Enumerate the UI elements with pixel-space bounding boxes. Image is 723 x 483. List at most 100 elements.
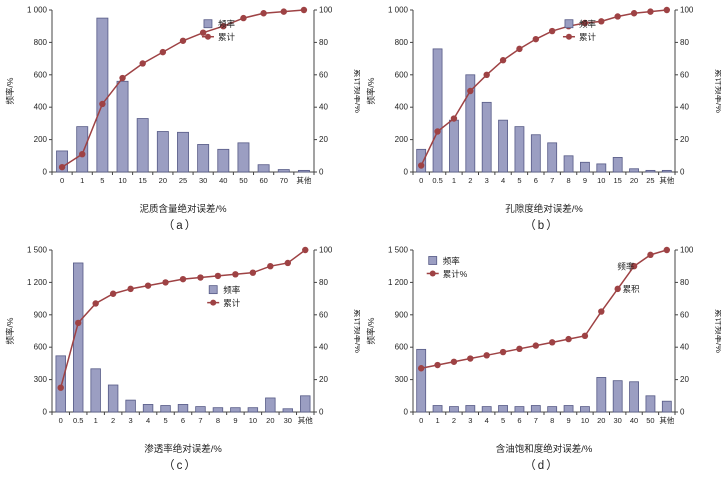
svg-text:0.5: 0.5 — [432, 176, 442, 185]
svg-text:6: 6 — [534, 176, 538, 185]
svg-text:1 200: 1 200 — [388, 278, 409, 287]
svg-text:400: 400 — [395, 103, 409, 112]
svg-text:8: 8 — [215, 416, 219, 425]
svg-text:0: 0 — [680, 408, 685, 417]
svg-text:1 000: 1 000 — [388, 6, 409, 15]
svg-text:渗透率绝对误差/%: 渗透率绝对误差/% — [144, 443, 222, 455]
svg-text:频率: 频率 — [579, 19, 597, 29]
svg-text:0.5: 0.5 — [72, 416, 82, 425]
svg-text:20: 20 — [630, 176, 638, 185]
svg-text:200: 200 — [33, 135, 47, 144]
svg-text:100: 100 — [319, 6, 333, 15]
svg-text:泥质含量绝对误差/%: 泥质含量绝对误差/% — [139, 203, 227, 215]
svg-text:5: 5 — [517, 176, 521, 185]
chart-a: 0 200 400 600 800 1 000 0 20 40 60 80 100 0 1 5 10 15 20 2… — [0, 2, 361, 242]
svg-text:4: 4 — [145, 416, 149, 425]
chart-d-canvas: 0 300 600 900 1 200 1 500 0 20 40 60 80 100 0 1 2 3 4 5 6 7… — [366, 246, 721, 456]
svg-text:80: 80 — [680, 278, 689, 287]
svg-text:40: 40 — [319, 343, 328, 352]
svg-text:70: 70 — [279, 176, 287, 185]
svg-text:频率: 频率 — [617, 261, 635, 271]
chart-c-caption: （c） — [163, 460, 198, 472]
svg-text:2: 2 — [111, 416, 115, 425]
svg-text:10: 10 — [597, 176, 605, 185]
svg-text:800: 800 — [395, 38, 409, 47]
svg-text:20: 20 — [158, 176, 166, 185]
svg-text:1: 1 — [93, 416, 97, 425]
chart-b-caption: （b） — [524, 220, 560, 232]
svg-text:20: 20 — [319, 375, 328, 384]
svg-text:0: 0 — [319, 408, 324, 417]
svg-text:40: 40 — [319, 103, 328, 112]
svg-text:1 500: 1 500 — [26, 246, 47, 255]
svg-text:0: 0 — [404, 408, 409, 417]
svg-text:0: 0 — [42, 408, 47, 417]
svg-text:600: 600 — [33, 343, 47, 352]
svg-text:200: 200 — [395, 135, 409, 144]
svg-text:0: 0 — [319, 168, 324, 177]
svg-text:300: 300 — [395, 375, 409, 384]
svg-text:600: 600 — [395, 70, 409, 79]
svg-text:累计频率/%: 累计频率/% — [714, 69, 721, 113]
svg-text:100: 100 — [319, 246, 333, 255]
svg-text:其他: 其他 — [297, 415, 312, 425]
svg-text:80: 80 — [680, 38, 689, 47]
svg-text:15: 15 — [138, 176, 146, 185]
svg-text:0: 0 — [59, 176, 63, 185]
svg-text:9: 9 — [233, 416, 237, 425]
svg-text:100: 100 — [680, 6, 694, 15]
svg-text:60: 60 — [680, 70, 689, 79]
svg-text:9: 9 — [566, 416, 570, 425]
chart-c-canvas: 0 300 600 900 1 200 1 500 0 20 40 60 80 100 0 0.5 1 2 3 4… — [5, 246, 360, 456]
svg-text:累计频率/%: 累计频率/% — [714, 309, 721, 353]
svg-text:累积: 累积 — [623, 284, 641, 294]
svg-text:6: 6 — [180, 416, 184, 425]
svg-text:累计%: 累计% — [443, 269, 468, 279]
chart-d: 0 300 600 900 1 200 1 500 0 20 40 60 80 100 0 1 2 3 4 5 6 7… — [361, 242, 723, 482]
svg-text:5: 5 — [501, 416, 505, 425]
svg-text:4: 4 — [485, 416, 489, 425]
svg-text:50: 50 — [239, 176, 247, 185]
svg-text:3: 3 — [485, 176, 489, 185]
svg-text:30: 30 — [283, 416, 291, 425]
svg-text:0: 0 — [58, 416, 62, 425]
svg-text:累计: 累计 — [579, 32, 597, 42]
svg-text:其他: 其他 — [659, 175, 674, 185]
svg-text:20: 20 — [680, 135, 689, 144]
svg-text:7: 7 — [534, 416, 538, 425]
svg-text:9: 9 — [583, 176, 587, 185]
svg-text:40: 40 — [680, 103, 689, 112]
svg-text:600: 600 — [33, 70, 47, 79]
svg-text:0: 0 — [42, 168, 47, 177]
chart-d-caption: （d） — [524, 460, 560, 472]
svg-text:4: 4 — [501, 176, 505, 185]
svg-text:频率/%: 频率/% — [366, 317, 376, 344]
chart-c: 0 300 600 900 1 200 1 500 0 20 40 60 80 100 0 0.5 1 2 3 4… — [0, 242, 361, 482]
svg-text:5: 5 — [100, 176, 104, 185]
svg-text:累计频率/%: 累计频率/% — [353, 309, 360, 353]
svg-text:孔隙度绝对误差/%: 孔隙度绝对误差/% — [505, 203, 583, 215]
chart-a-caption: （a） — [162, 220, 199, 232]
svg-text:频率/%: 频率/% — [5, 317, 15, 344]
svg-text:0: 0 — [419, 176, 423, 185]
svg-text:0: 0 — [680, 168, 685, 177]
svg-text:10: 10 — [118, 176, 126, 185]
svg-text:8: 8 — [550, 416, 554, 425]
svg-text:频率: 频率 — [223, 285, 241, 295]
svg-text:10: 10 — [581, 416, 589, 425]
svg-text:8: 8 — [566, 176, 570, 185]
svg-text:60: 60 — [680, 310, 689, 319]
svg-text:1 500: 1 500 — [388, 246, 409, 255]
svg-text:60: 60 — [259, 176, 267, 185]
svg-text:其他: 其他 — [296, 175, 311, 185]
svg-text:频率/%: 频率/% — [5, 77, 15, 104]
svg-text:30: 30 — [198, 176, 206, 185]
svg-text:100: 100 — [680, 246, 694, 255]
svg-text:30: 30 — [614, 416, 622, 425]
svg-text:0: 0 — [404, 168, 409, 177]
svg-text:300: 300 — [33, 375, 47, 384]
svg-text:15: 15 — [614, 176, 622, 185]
